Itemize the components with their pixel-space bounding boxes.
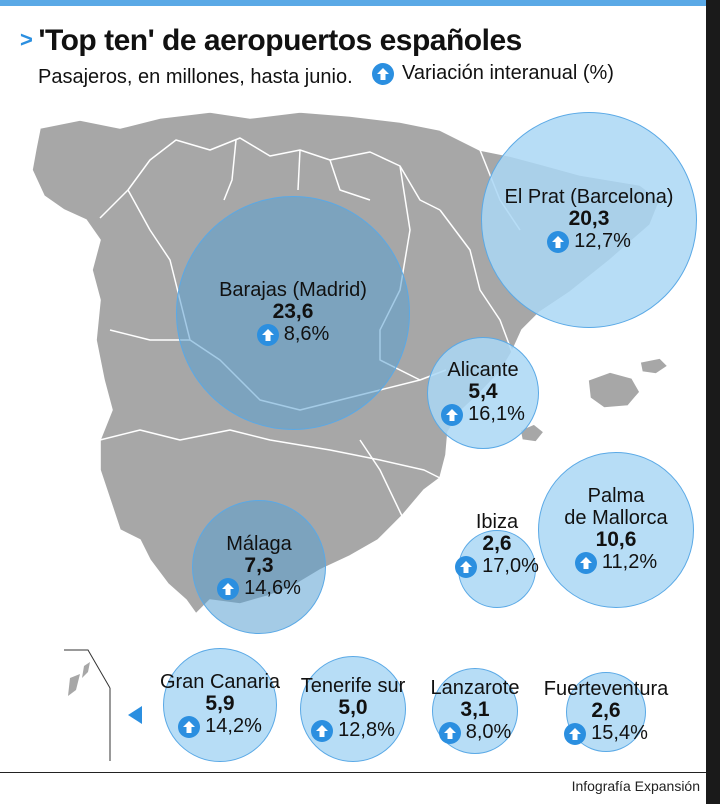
airport-name: Tenerife sur (300, 674, 406, 697)
up-arrow-icon (256, 324, 279, 347)
change-value: 12,8% (338, 719, 395, 742)
up-arrow-icon (438, 722, 461, 745)
airport-value: 5,0 (338, 696, 368, 720)
bubble-lanzarote: Lanzarote 3,1 8,0% (430, 668, 520, 754)
up-arrow-icon (574, 551, 597, 574)
airport-name: Gran Canaria (159, 670, 281, 693)
airport-name: Ibiza (475, 510, 519, 533)
airport-name: El Prat (Barcelona) (504, 185, 674, 208)
change-value: 12,7% (574, 230, 631, 253)
bubble-tenerife-sur: Tenerife sur 5,0 12,8% (300, 656, 406, 762)
bubble-fuerteventura: Fuerteventura 2,6 15,4% (544, 672, 668, 752)
change-value: 16,1% (468, 403, 525, 426)
up-arrow-icon (178, 716, 201, 739)
airport-value: 2,6 (591, 699, 621, 723)
mallorca-island (587, 371, 641, 409)
airport-change: 15,4% (564, 722, 648, 746)
bubble-alicante: Alicante 5,4 16,1% (427, 337, 539, 449)
chevron-right-icon: > (20, 27, 33, 52)
airport-value: 5,4 (468, 380, 498, 404)
airport-change: 11,2% (574, 551, 658, 574)
airport-change: 14,2% (178, 715, 262, 739)
change-value: 14,6% (244, 577, 301, 600)
airport-name: Barajas (Madrid) (219, 278, 367, 301)
airport-change: 8,0% (438, 721, 512, 745)
airport-name: Lanzarote (430, 676, 520, 699)
bubble-malaga: Málaga 7,3 14,6% (192, 500, 326, 634)
ibiza-labels: Ibiza 2,6 17,0% (455, 510, 539, 579)
airport-value: 2,6 (482, 532, 512, 556)
up-arrow-icon (455, 556, 478, 579)
airport-change: 16,1% (441, 403, 525, 427)
up-arrow-icon (564, 723, 587, 746)
up-arrow-icon (547, 231, 570, 254)
title-text: 'Top ten' de aeropuertos españoles (38, 24, 522, 57)
footer-divider (0, 772, 706, 773)
airport-name: Palma (587, 485, 645, 508)
airport-change: 12,8% (311, 719, 395, 743)
airport-value: 5,9 (205, 692, 235, 716)
airport-value: 3,1 (460, 698, 490, 722)
bubble-palma: Palma de Mallorca 10,6 11,2% (538, 452, 694, 608)
bubble-gran-canaria: Gran Canaria 5,9 14,2% (159, 648, 281, 762)
airport-change: 14,6% (217, 577, 301, 601)
menorca-island (639, 357, 669, 375)
credit-footer: Infografía Expansión (571, 778, 700, 794)
airport-value: 20,3 (568, 207, 610, 231)
page-title: > 'Top ten' de aeropuertos españoles (20, 24, 522, 58)
canary-islands-inset (64, 649, 111, 761)
airport-name: de Mallorca (564, 506, 668, 529)
up-arrow-icon (441, 404, 464, 427)
right-edge-bar (706, 0, 720, 804)
subtitle: Pasajeros, en millones, hasta junio. (38, 66, 353, 88)
change-value: 14,2% (205, 715, 262, 738)
airport-name: Alicante (447, 358, 519, 381)
pointer-arrow-icon (128, 706, 142, 724)
up-arrow-icon (372, 62, 394, 85)
airport-change: 12,7% (547, 230, 631, 254)
bubble-el-prat: El Prat (Barcelona) 20,3 12,7% (481, 112, 697, 328)
airport-change: 8,6% (256, 323, 330, 347)
lanzarote-shape (82, 662, 90, 678)
airport-value: 10,6 (595, 528, 637, 552)
change-value: 15,4% (591, 722, 648, 745)
airport-value: 23,6 (272, 300, 314, 324)
legend-label: Variación interanual (%) (402, 62, 614, 84)
bubble-barajas: Barajas (Madrid) 23,6 8,6% (176, 196, 410, 430)
up-arrow-icon (217, 578, 240, 601)
bubble-ibiza: Ibiza 2,6 17,0% (455, 511, 539, 608)
airport-name: Fuerteventura (543, 677, 669, 700)
top-accent-bar (0, 0, 706, 6)
airport-value: 7,3 (244, 554, 274, 578)
airport-name: Málaga (226, 532, 292, 555)
change-value: 17,0% (482, 555, 539, 578)
airport-change: 17,0% (455, 555, 539, 579)
fuerteventura-shape (68, 674, 80, 696)
change-value: 8,6% (283, 323, 330, 346)
up-arrow-icon (311, 720, 334, 743)
legend: Variación interanual (%) (372, 62, 614, 85)
change-value: 11,2% (601, 551, 658, 574)
change-value: 8,0% (465, 721, 512, 744)
